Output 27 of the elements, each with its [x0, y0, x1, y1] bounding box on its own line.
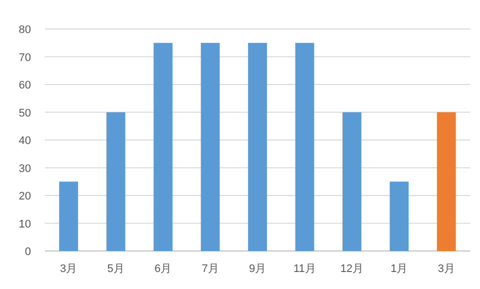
x-tick-label: 6月	[154, 263, 172, 275]
bar	[200, 42, 220, 251]
x-tick-label: 7月	[202, 263, 219, 275]
x-tick-label: 3月	[60, 263, 78, 275]
x-tick-label: 9月	[248, 263, 266, 275]
y-tick-label: 10	[18, 218, 31, 230]
x-tick-label: 11月	[294, 263, 316, 275]
y-tick-label: 20	[18, 190, 31, 202]
bar	[390, 182, 409, 251]
bar	[436, 112, 456, 251]
y-tick-label: 30	[18, 162, 31, 175]
y-tick-label: 70	[18, 52, 31, 64]
y-tick-label: 50	[18, 107, 31, 120]
bar	[59, 182, 78, 251]
bar	[154, 42, 172, 251]
bar	[342, 112, 362, 251]
bar	[248, 42, 267, 251]
y-tick-label: 80	[18, 24, 31, 36]
x-tick-label: 12月	[340, 263, 364, 275]
x-tick-label: 5月	[107, 263, 124, 275]
x-tick-label: 3月	[438, 263, 455, 275]
y-tick-label: 60	[18, 80, 31, 92]
y-tick-label: 40	[18, 135, 31, 147]
bar	[295, 42, 314, 251]
bar	[106, 112, 126, 251]
x-tick-label: 1月	[390, 263, 408, 275]
y-tick-label: 0	[24, 246, 31, 258]
